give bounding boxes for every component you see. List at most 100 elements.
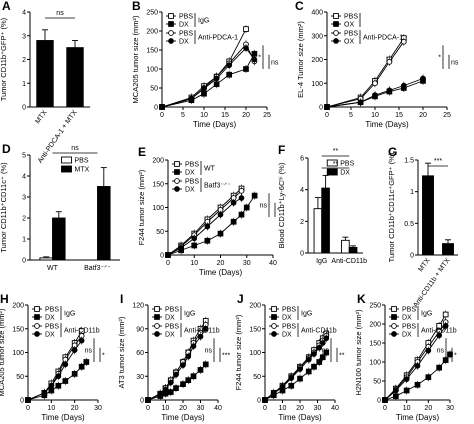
legend-label: PBS xyxy=(165,324,179,331)
data-point xyxy=(34,323,40,329)
y-tick-label: 150 xyxy=(249,326,261,333)
y-tick-label: 1 xyxy=(22,81,26,88)
data-point xyxy=(71,347,78,353)
data-point xyxy=(78,363,85,370)
x-tick-label: 10 xyxy=(190,260,198,267)
legend-label: PBS xyxy=(45,307,59,314)
data-point xyxy=(178,245,184,251)
data-point xyxy=(392,387,399,394)
data-point xyxy=(403,387,410,394)
y-tick-label: 250 xyxy=(369,303,381,310)
legend-group-label: Anti-CD11b xyxy=(184,328,220,335)
significance-annotations: ns * xyxy=(260,193,280,217)
x-tick-label: 30 xyxy=(314,405,322,412)
data-point xyxy=(271,323,277,329)
y-axis-label: H2N100 tumor size (mm²) xyxy=(354,309,363,396)
legend-swatch xyxy=(326,159,338,167)
data-point xyxy=(323,349,330,356)
y-tick-label: 200 xyxy=(152,158,164,165)
x-tick-label: 10 xyxy=(200,112,208,119)
data-point xyxy=(357,99,364,106)
panel-d: D 0 1 2 3 4 5 Tumor CD11b⁺CD11c⁺ (%) WT Batf3⁻ᐟ⁻ P… xyxy=(0,142,120,272)
data-point xyxy=(154,306,160,312)
legend-label: DX xyxy=(45,315,55,322)
significance-label: ns xyxy=(322,348,330,355)
data-point xyxy=(213,75,220,82)
x-tick-label: 25 xyxy=(443,112,451,119)
bar xyxy=(321,187,330,254)
y-tick-label: 0 xyxy=(410,253,414,260)
category-label: Anti-CD11b + MTX xyxy=(412,257,451,309)
panel-letter: K xyxy=(357,292,366,306)
significance-label: *** xyxy=(434,158,442,165)
bar xyxy=(97,186,111,261)
data-point xyxy=(323,335,330,342)
y-tick-label: 60 xyxy=(136,350,144,357)
y-tick-label: 30 xyxy=(136,374,144,381)
series-3 xyxy=(25,336,85,403)
y-tick-label: 2 xyxy=(22,216,26,223)
data-point xyxy=(305,368,312,375)
y-tick-label: 50 xyxy=(373,379,381,386)
data-point xyxy=(271,306,277,312)
legend-label: PBS xyxy=(185,179,199,186)
significance-annotations: ns * xyxy=(437,338,457,362)
legend: PBS MTX xyxy=(61,156,90,174)
x-tick-label: 30 xyxy=(197,405,205,412)
legend-swatch xyxy=(61,156,72,164)
panel-i: I 0 30 60 90 120 AT3 tumor size (mm²) 0 10 20 30 40… xyxy=(117,292,230,422)
data-point xyxy=(230,199,237,206)
data-point xyxy=(311,351,317,357)
series-3 xyxy=(262,334,330,403)
x-tick-label: 0 xyxy=(166,260,170,267)
data-point xyxy=(168,21,174,27)
legend-group-label: IgG xyxy=(64,311,75,318)
data-point xyxy=(197,333,204,340)
y-tick-label: 200 xyxy=(369,322,381,329)
bar xyxy=(348,247,358,254)
x-tick-label: 0 xyxy=(263,405,267,412)
legend-group-label: Anti-CD11b xyxy=(64,328,100,335)
data-point xyxy=(154,323,160,329)
data-point xyxy=(48,382,55,389)
data-point xyxy=(62,361,69,368)
x-tick-label: 5 xyxy=(349,112,353,119)
x-axis-label: Time (Days) xyxy=(193,120,237,129)
y-tick-label: 50 xyxy=(16,374,24,381)
data-point xyxy=(217,230,224,237)
x-axis-label: Time (Days) xyxy=(199,268,243,277)
series-line xyxy=(161,28,247,108)
y-tick-label: 0 xyxy=(140,398,144,405)
bar xyxy=(66,47,84,108)
data-point xyxy=(34,331,40,337)
y-axis-label: MCA205 tumor size (mm²) xyxy=(0,308,6,396)
data-point xyxy=(230,218,237,225)
panel-letter: G xyxy=(388,145,397,159)
data-point xyxy=(243,204,250,211)
legend-label: PBS xyxy=(344,31,358,38)
y-tick-label: 200 xyxy=(12,303,24,310)
y-tick-label: 1 xyxy=(410,189,414,196)
y-tick-label: 0 xyxy=(300,251,304,258)
y-tick-label: 200 xyxy=(146,29,158,36)
panel-j: J 0 50 100 150 200 F244 tumor size (mm²) 0 10 20 3… xyxy=(234,292,345,422)
data-point xyxy=(372,92,378,98)
x-tick-label: 30 xyxy=(446,405,454,412)
group-label: IgG xyxy=(316,258,327,265)
data-point xyxy=(270,390,277,397)
data-point xyxy=(188,95,195,102)
data-point xyxy=(191,235,198,242)
legend-label: DX xyxy=(185,170,195,177)
data-point xyxy=(25,397,31,403)
series-3 xyxy=(382,321,449,403)
data-point xyxy=(217,211,224,218)
data-point xyxy=(392,393,399,400)
data-point xyxy=(271,331,277,337)
significance-label: ns xyxy=(85,348,93,355)
data-point xyxy=(251,56,258,63)
